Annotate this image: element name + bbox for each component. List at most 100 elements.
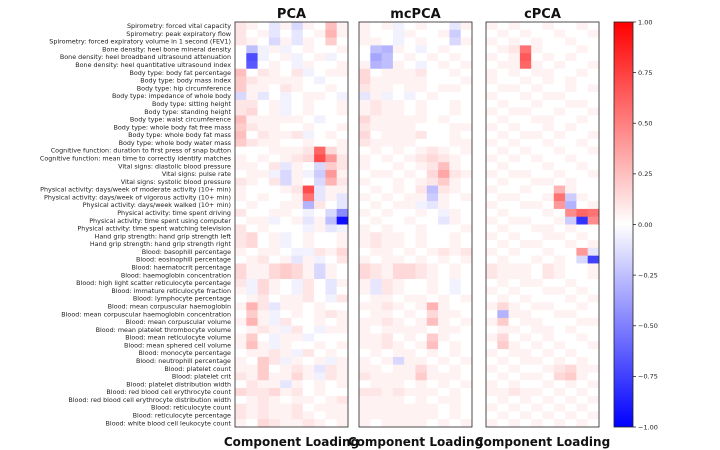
heatmap-cell <box>449 341 461 350</box>
heatmap-cell <box>497 53 509 62</box>
heatmap-cell <box>460 271 473 280</box>
heatmap-cell <box>381 240 394 249</box>
row-label: Blood: platelet distribution width <box>126 380 231 388</box>
heatmap-cell <box>449 294 461 303</box>
heatmap-cell <box>576 115 588 124</box>
heatmap-cell <box>460 29 473 38</box>
heatmap-cell <box>449 411 461 420</box>
heatmap-cell <box>426 302 439 311</box>
heatmap-cell <box>359 123 371 132</box>
heatmap-cell <box>314 364 326 373</box>
heatmap-cell <box>359 310 371 319</box>
heatmap-cell <box>486 22 498 31</box>
heatmap-cell <box>370 286 382 295</box>
heatmap-cell <box>392 333 405 342</box>
heatmap-cell <box>497 60 509 70</box>
heatmap-cell <box>438 419 450 428</box>
heatmap-cell <box>302 185 315 194</box>
heatmap-cell <box>438 208 450 218</box>
heatmap-cell <box>257 208 270 218</box>
heatmap-cell <box>553 317 566 327</box>
heatmap-cell <box>519 395 532 404</box>
heatmap-cell <box>553 53 566 62</box>
heatmap-cell <box>336 92 349 101</box>
heatmap-cell <box>246 411 258 420</box>
heatmap-cell <box>257 279 270 288</box>
heatmap-cell <box>280 60 292 70</box>
heatmap-cell <box>426 68 439 77</box>
heatmap-cell <box>314 131 326 140</box>
heatmap-cell <box>302 115 315 124</box>
heatmap-cell <box>565 419 577 428</box>
heatmap-cell <box>246 232 258 241</box>
heatmap-cell <box>381 169 394 179</box>
heatmap-cell <box>381 356 394 365</box>
heatmap-cell <box>497 333 509 342</box>
heatmap-cell <box>486 279 498 288</box>
heatmap-cell <box>486 29 498 38</box>
heatmap-cell <box>325 403 337 412</box>
heatmap-cell <box>542 333 555 342</box>
heatmap-cell <box>460 263 473 272</box>
heatmap-cell <box>392 411 405 420</box>
heatmap-cell <box>280 240 292 249</box>
heatmap-cell <box>426 349 439 358</box>
heatmap-cell <box>302 380 315 389</box>
heatmap-cell <box>257 99 270 108</box>
heatmap-cell <box>576 162 588 171</box>
heatmap-cell <box>336 224 349 233</box>
row-label: Body type: impedance of whole body <box>112 92 231 100</box>
heatmap-cell <box>404 341 416 350</box>
heatmap-cell <box>404 271 416 280</box>
heatmap-cell <box>381 364 394 373</box>
heatmap-cell <box>415 317 428 327</box>
heatmap-cell <box>438 388 450 397</box>
heatmap-cell <box>438 403 450 412</box>
heatmap-cell <box>531 364 543 373</box>
heatmap-cell <box>280 162 292 171</box>
heatmap-cell <box>370 255 382 264</box>
heatmap-cell <box>449 68 461 77</box>
heatmap-cell <box>542 240 555 249</box>
heatmap-cell <box>497 154 509 163</box>
heatmap-cell <box>438 224 450 233</box>
heatmap-cell <box>280 279 292 288</box>
heatmap-cell <box>542 317 555 327</box>
heatmap-cell <box>531 201 543 210</box>
heatmap-cell <box>438 395 450 404</box>
heatmap-cell <box>336 286 349 295</box>
heatmap-cell <box>587 68 600 77</box>
heatmap-cell <box>257 271 270 280</box>
heatmap-cell <box>497 325 509 334</box>
heatmap-cell <box>302 99 315 108</box>
heatmap-cell <box>508 395 521 404</box>
heatmap-cell <box>280 255 292 264</box>
heatmap-cell <box>257 22 270 31</box>
heatmap-cell <box>449 232 461 241</box>
heatmap-cell <box>257 92 270 101</box>
heatmap-cell <box>359 224 371 233</box>
heatmap-cell <box>460 37 473 46</box>
heatmap-cell <box>325 271 337 280</box>
heatmap-cell <box>497 193 509 202</box>
heatmap-cell <box>336 271 349 280</box>
heatmap-cell <box>381 372 394 381</box>
heatmap-cell <box>519 76 532 85</box>
heatmap-cell <box>553 411 566 420</box>
heatmap-cell <box>426 22 439 31</box>
heatmap-cell <box>486 302 498 311</box>
heatmap-cell <box>542 247 555 256</box>
heatmap-cell <box>587 84 600 93</box>
heatmap-cell <box>449 395 461 404</box>
heatmap-cell <box>381 185 394 194</box>
heatmap-cell <box>553 107 566 116</box>
heatmap-cell <box>565 255 577 264</box>
heatmap-cell <box>497 99 509 108</box>
heatmap-cell <box>235 177 247 186</box>
heatmap-cell <box>302 131 315 140</box>
heatmap-cell <box>314 208 326 218</box>
heatmap-cell <box>449 123 461 132</box>
heatmap-cell <box>314 419 326 428</box>
heatmap-cell <box>508 37 521 46</box>
